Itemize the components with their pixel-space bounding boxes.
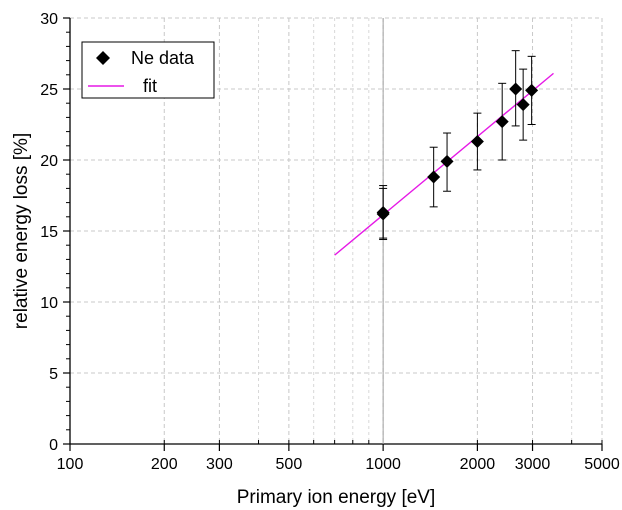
data-point-diamond	[440, 154, 454, 168]
legend: Ne data fit	[81, 41, 215, 99]
data-point-diamond	[495, 115, 509, 129]
x-tick-label: 5000	[584, 456, 620, 473]
x-tick-label: 2000	[460, 456, 496, 473]
legend-label-data: Ne data	[131, 48, 195, 68]
x-tick-label: 100	[57, 456, 84, 473]
data-point-diamond	[525, 83, 539, 97]
y-tick-label: 25	[40, 82, 58, 99]
data-point-diamond	[509, 82, 523, 96]
data-point-diamond	[376, 207, 390, 221]
x-tick-label: 300	[206, 456, 233, 473]
data-point-diamond	[516, 98, 530, 112]
y-axis-title: relative energy loss [%]	[11, 133, 32, 329]
data-point-diamond	[427, 170, 441, 184]
x-axis-title: Primary ion energy [eV]	[237, 487, 436, 508]
y-tick-label: 20	[40, 153, 58, 170]
legend-diamond-marker	[96, 51, 110, 65]
y-tick-label: 0	[49, 437, 58, 454]
data-markers	[376, 82, 539, 221]
minor-ticks	[66, 31, 603, 444]
x-tick-label: 200	[151, 456, 178, 473]
x-ticks: 100 200 300 500 1000 2000 3000 5000	[57, 444, 620, 473]
error-bars	[379, 50, 536, 241]
data-point-diamond	[470, 135, 484, 149]
legend-box	[81, 41, 215, 99]
x-tick-label: 1000	[365, 456, 401, 473]
x-tick-label: 500	[276, 456, 303, 473]
y-tick-label: 15	[40, 224, 58, 241]
y-tick-label: 5	[49, 366, 58, 383]
y-tick-label: 30	[40, 11, 58, 28]
y-ticks: 0 5 10 15 20 25 30	[40, 11, 70, 454]
y-tick-label: 10	[40, 295, 58, 312]
x-tick-label: 3000	[515, 456, 551, 473]
legend-label-fit: fit	[143, 76, 157, 96]
